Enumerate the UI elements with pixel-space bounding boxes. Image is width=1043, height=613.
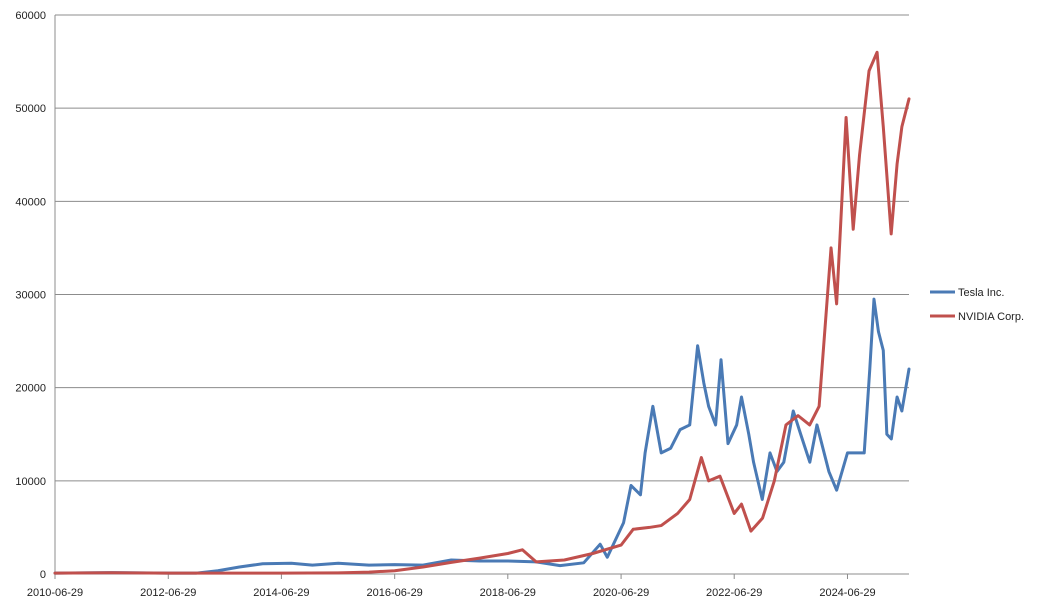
y-tick-label: 20000 [15, 383, 46, 395]
x-tick-label: 2010-06-29 [27, 587, 83, 599]
x-tick-label: 2022-06-29 [706, 587, 762, 599]
y-axis-ticks: 0 10000 20000 30000 40000 50000 60000 [15, 10, 46, 581]
series-line-tesla-inc [53, 297, 911, 575]
x-axis-ticks: 2010-06-29 2012-06-29 2014-06-29 2016-06-29… [27, 574, 876, 599]
legend-label-nvidia-corp: NVIDIA Corp. [958, 311, 1024, 323]
x-tick-label: 2014-06-29 [253, 587, 309, 599]
x-tick-label: 2016-06-29 [367, 587, 423, 599]
y-tick-label: 40000 [15, 196, 46, 208]
legend-label-tesla-inc: Tesla Inc. [958, 287, 1004, 299]
y-tick-label: 50000 [15, 103, 46, 115]
y-tick-label: 30000 [15, 290, 46, 302]
x-tick-label: 2020-06-29 [593, 587, 649, 599]
y-tick-label: 60000 [15, 10, 46, 22]
gridlines [55, 14, 909, 482]
y-tick-label: 10000 [15, 476, 46, 488]
x-tick-label: 2018-06-29 [480, 587, 536, 599]
x-tick-label: 2024-06-29 [819, 587, 875, 599]
series-line-nvidia-corp [53, 50, 911, 575]
series-lines [53, 50, 911, 575]
legend: Tesla Inc. NVIDIA Corp. [930, 287, 1024, 323]
x-tick-label: 2012-06-29 [140, 587, 196, 599]
y-tick-label: 0 [40, 569, 46, 581]
